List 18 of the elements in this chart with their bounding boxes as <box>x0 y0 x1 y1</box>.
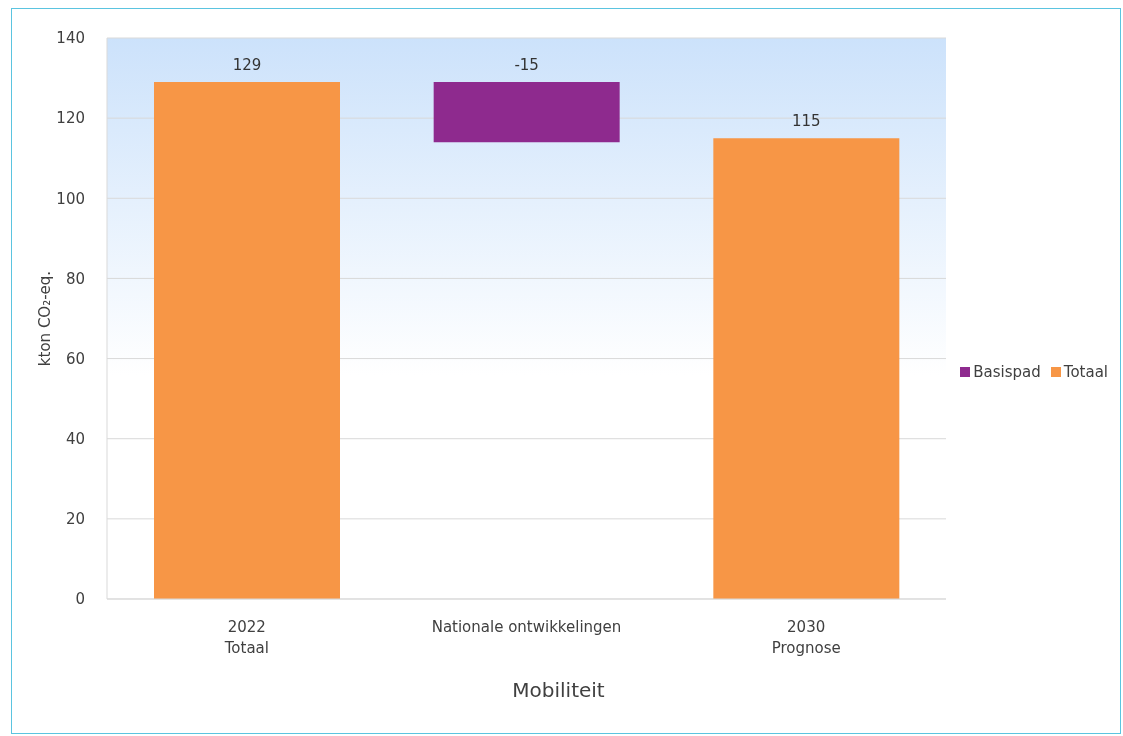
y-axis-title: kton CO₂-eq. <box>36 270 54 367</box>
x-tick-label: 2030 Prognose <box>771 617 841 657</box>
y-tick-label: 140 <box>56 29 85 48</box>
y-tick-label: 0 <box>75 590 85 609</box>
legend-label: Basispad <box>973 362 1041 381</box>
y-tick-label: 40 <box>65 430 85 449</box>
data-label: 115 <box>792 112 821 131</box>
data-label: -15 <box>514 56 539 75</box>
y-tick-label: 100 <box>56 189 85 208</box>
x-tick-label: Nationale ontwikkelingen <box>431 617 622 636</box>
x-tick-label: 2022 Totaal <box>223 617 269 657</box>
data-label: 129 <box>232 56 262 75</box>
y-tick-label: 20 <box>65 510 85 529</box>
y-tick-label: 60 <box>65 349 85 368</box>
x-axis-title: Mobiliteit <box>512 678 605 702</box>
y-tick-label: 120 <box>56 109 85 128</box>
y-tick-label: 80 <box>65 269 85 288</box>
legend-label: Totaal <box>1063 362 1108 381</box>
